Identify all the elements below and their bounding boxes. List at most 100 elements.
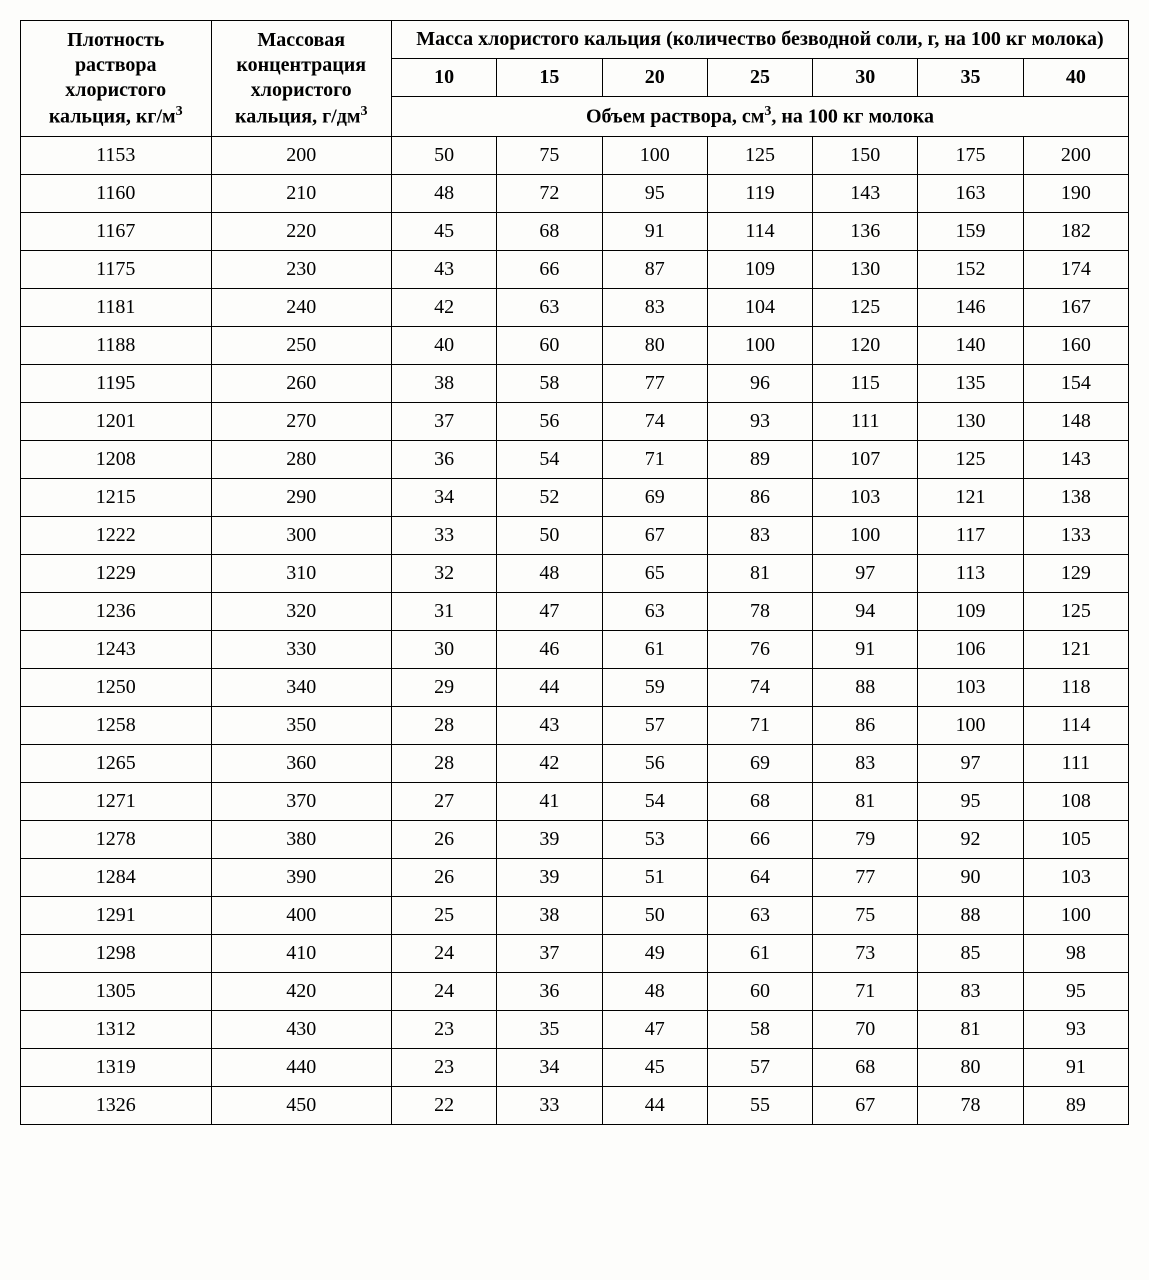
cell-volume: 57 xyxy=(707,1048,812,1086)
table-row: 1284390263951647790103 xyxy=(21,858,1129,896)
header-mass-col-5: 35 xyxy=(918,59,1023,97)
cell-volume: 100 xyxy=(918,706,1023,744)
cell-density: 1319 xyxy=(21,1048,212,1086)
cell-volume: 23 xyxy=(391,1010,496,1048)
cell-volume: 63 xyxy=(602,592,707,630)
cell-volume: 48 xyxy=(497,554,602,592)
cell-volume: 118 xyxy=(1023,668,1128,706)
cell-density: 1243 xyxy=(21,630,212,668)
cell-volume: 136 xyxy=(813,212,918,250)
cell-volume: 64 xyxy=(707,858,812,896)
cell-volume: 148 xyxy=(1023,402,1128,440)
cell-concentration: 210 xyxy=(211,174,391,212)
cell-concentration: 440 xyxy=(211,1048,391,1086)
cell-volume: 28 xyxy=(391,744,496,782)
cell-volume: 109 xyxy=(918,592,1023,630)
cell-volume: 87 xyxy=(602,250,707,288)
cell-volume: 60 xyxy=(707,972,812,1010)
table-row: 121529034526986103121138 xyxy=(21,478,1129,516)
header-mass-group: Масса хлористого кальция (количество без… xyxy=(391,21,1128,59)
cell-volume: 93 xyxy=(707,402,812,440)
cell-density: 1188 xyxy=(21,326,212,364)
cell-density: 1271 xyxy=(21,782,212,820)
cell-volume: 111 xyxy=(1023,744,1128,782)
cell-volume: 167 xyxy=(1023,288,1128,326)
cell-concentration: 350 xyxy=(211,706,391,744)
cell-volume: 55 xyxy=(707,1086,812,1124)
cell-density: 1175 xyxy=(21,250,212,288)
cell-volume: 104 xyxy=(707,288,812,326)
cell-volume: 114 xyxy=(707,212,812,250)
cell-density: 1278 xyxy=(21,820,212,858)
cell-volume: 79 xyxy=(813,820,918,858)
cell-volume: 76 xyxy=(707,630,812,668)
cell-volume: 174 xyxy=(1023,250,1128,288)
cell-volume: 51 xyxy=(602,858,707,896)
cell-volume: 93 xyxy=(1023,1010,1128,1048)
table-header: Плотность раствора хлористого кальция, к… xyxy=(21,21,1129,137)
cell-volume: 100 xyxy=(813,516,918,554)
cell-volume: 49 xyxy=(602,934,707,972)
cell-density: 1215 xyxy=(21,478,212,516)
cell-volume: 37 xyxy=(497,934,602,972)
table-row: 1160210487295119143163190 xyxy=(21,174,1129,212)
cell-volume: 58 xyxy=(707,1010,812,1048)
cell-density: 1265 xyxy=(21,744,212,782)
cell-volume: 68 xyxy=(497,212,602,250)
cell-volume: 63 xyxy=(497,288,602,326)
cell-volume: 54 xyxy=(497,440,602,478)
cell-volume: 59 xyxy=(602,668,707,706)
cell-volume: 53 xyxy=(602,820,707,858)
cell-concentration: 410 xyxy=(211,934,391,972)
cell-volume: 52 xyxy=(497,478,602,516)
cell-concentration: 450 xyxy=(211,1086,391,1124)
cell-volume: 182 xyxy=(1023,212,1128,250)
cell-density: 1312 xyxy=(21,1010,212,1048)
cell-density: 1305 xyxy=(21,972,212,1010)
cell-volume: 152 xyxy=(918,250,1023,288)
table-row: 1188250406080100120140160 xyxy=(21,326,1129,364)
cell-volume: 68 xyxy=(813,1048,918,1086)
cell-volume: 25 xyxy=(391,896,496,934)
cell-volume: 66 xyxy=(707,820,812,858)
cell-volume: 103 xyxy=(813,478,918,516)
cell-volume: 47 xyxy=(497,592,602,630)
cell-volume: 69 xyxy=(707,744,812,782)
table-row: 1278380263953667992105 xyxy=(21,820,1129,858)
cell-density: 1291 xyxy=(21,896,212,934)
cell-volume: 69 xyxy=(602,478,707,516)
cell-volume: 100 xyxy=(1023,896,1128,934)
cell-volume: 86 xyxy=(707,478,812,516)
table-row: 130542024364860718395 xyxy=(21,972,1129,1010)
cell-concentration: 260 xyxy=(211,364,391,402)
cell-volume: 56 xyxy=(497,402,602,440)
cell-volume: 36 xyxy=(391,440,496,478)
cell-volume: 113 xyxy=(918,554,1023,592)
cell-concentration: 370 xyxy=(211,782,391,820)
cell-volume: 100 xyxy=(602,136,707,174)
cell-volume: 81 xyxy=(918,1010,1023,1048)
cell-density: 1195 xyxy=(21,364,212,402)
header-mass-col-0: 10 xyxy=(391,59,496,97)
cell-volume: 32 xyxy=(391,554,496,592)
cell-volume: 27 xyxy=(391,782,496,820)
cell-volume: 71 xyxy=(813,972,918,1010)
cell-volume: 33 xyxy=(497,1086,602,1124)
cell-volume: 89 xyxy=(707,440,812,478)
cell-volume: 71 xyxy=(602,440,707,478)
header-mass-col-3: 25 xyxy=(707,59,812,97)
cell-concentration: 320 xyxy=(211,592,391,630)
cell-volume: 90 xyxy=(918,858,1023,896)
cell-volume: 46 xyxy=(497,630,602,668)
cell-concentration: 430 xyxy=(211,1010,391,1048)
table-row: 120828036547189107125143 xyxy=(21,440,1129,478)
header-mass-col-6: 40 xyxy=(1023,59,1128,97)
cell-concentration: 310 xyxy=(211,554,391,592)
cell-volume: 56 xyxy=(602,744,707,782)
cell-volume: 95 xyxy=(602,174,707,212)
cell-volume: 190 xyxy=(1023,174,1128,212)
cell-volume: 57 xyxy=(602,706,707,744)
cell-volume: 95 xyxy=(1023,972,1128,1010)
table-row: 119526038587796115135154 xyxy=(21,364,1129,402)
cell-concentration: 380 xyxy=(211,820,391,858)
